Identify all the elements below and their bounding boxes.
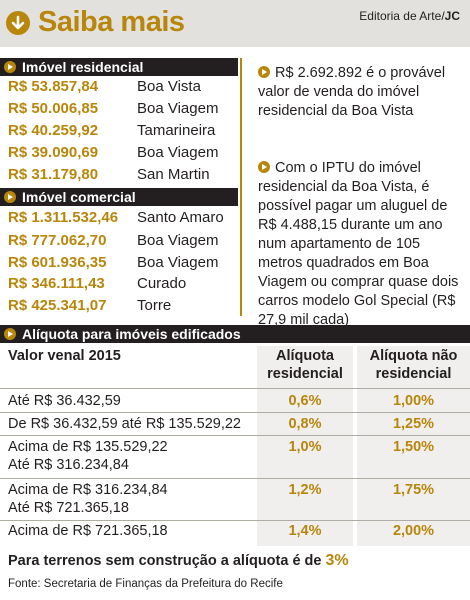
source-line: Fonte: Secretaria de Finanças da Prefeit… bbox=[8, 578, 283, 590]
neighborhood: Boa Vista bbox=[137, 78, 201, 95]
page-title: Saiba mais bbox=[38, 6, 185, 38]
column-shade-nao-residencial bbox=[357, 346, 470, 546]
neighborhood: Torre bbox=[137, 297, 172, 314]
range-label: Acima de R$ 316.234,84 Até R$ 721.365,18 bbox=[8, 482, 168, 516]
range-label: Até R$ 36.432,59 bbox=[8, 393, 121, 409]
arrow-right-icon bbox=[4, 328, 16, 340]
rate-nao-residencial: 1,50% bbox=[392, 439, 435, 455]
price-value: R$ 346.111,43 bbox=[8, 275, 105, 292]
table-row: Acima de R$ 721.365,18 1,4% 2,00% bbox=[0, 522, 470, 544]
price-value: R$ 53.857,84 bbox=[8, 78, 99, 95]
header-band: Saiba mais Editoria de Arte/JC bbox=[0, 0, 470, 47]
section-label-aliquota: Alíquota para imóveis edificados bbox=[22, 326, 241, 342]
range-label: Acima de R$ 721.365,18 bbox=[8, 523, 168, 539]
neighborhood: Santo Amaro bbox=[137, 209, 224, 226]
credit-bold: JC bbox=[444, 9, 460, 23]
note-text: R$ 2.692.892 é o provável valor de venda… bbox=[258, 65, 446, 119]
arrow-right-icon bbox=[258, 161, 270, 173]
credit-line: Editoria de Arte/JC bbox=[359, 9, 460, 23]
footnote-text: Para terrenos sem construção a alíquota … bbox=[8, 553, 326, 569]
table-row: Até R$ 36.432,59 0,6% 1,00% bbox=[0, 392, 470, 414]
note-paragraph: Com o IPTU do imóvel residencial da Boa … bbox=[258, 159, 464, 330]
neighborhood: Boa Viagem bbox=[137, 100, 219, 117]
column-header-valor: Valor venal 2015 bbox=[8, 348, 121, 364]
section-label-comercial: Imóvel comercial bbox=[22, 189, 136, 205]
section-bar-aliquota: Alíquota para imóveis edificados bbox=[0, 325, 470, 343]
price-value: R$ 425.341,07 bbox=[8, 297, 107, 314]
rate-residencial: 0,6% bbox=[288, 393, 322, 409]
price-value: R$ 1.311.532,46 bbox=[8, 209, 119, 226]
neighborhood: Tamarineira bbox=[137, 122, 216, 139]
table-row: Acima de R$ 135.529,22 Até R$ 316.234,84… bbox=[0, 438, 470, 478]
column-header-residencial: Alíquota residencial bbox=[267, 348, 343, 382]
neighborhood: Curado bbox=[137, 275, 187, 292]
rate-residencial: 1,0% bbox=[288, 439, 322, 455]
rate-residencial: 1,2% bbox=[288, 482, 322, 498]
price-value: R$ 31.179,80 bbox=[8, 166, 99, 183]
footnote-highlight: 3% bbox=[325, 552, 349, 569]
note-text: Com o IPTU do imóvel residencial da Boa … bbox=[258, 160, 459, 328]
arrow-right-icon bbox=[4, 191, 16, 203]
range-label: Acima de R$ 135.529,22 Até R$ 316.234,84 bbox=[8, 439, 168, 473]
price-value: R$ 601.936,35 bbox=[8, 254, 107, 271]
divider bbox=[0, 435, 470, 436]
note-paragraph: R$ 2.692.892 é o provável valor de venda… bbox=[258, 64, 464, 121]
range-label: De R$ 36.432,59 até R$ 135.529,22 bbox=[8, 416, 241, 432]
price-value: R$ 39.090,69 bbox=[8, 144, 99, 161]
credit-prefix: Editoria de Arte/ bbox=[359, 9, 445, 23]
neighborhood: San Martin bbox=[137, 166, 210, 183]
arrow-right-icon bbox=[4, 61, 16, 73]
price-value: R$ 50.006,85 bbox=[8, 100, 99, 117]
price-value: R$ 40.259,92 bbox=[8, 122, 99, 139]
neighborhood: Boa Viagem bbox=[137, 254, 219, 271]
rate-residencial: 0,8% bbox=[288, 416, 322, 432]
rate-nao-residencial: 1,25% bbox=[392, 416, 435, 432]
section-bar-comercial: Imóvel comercial bbox=[0, 188, 238, 206]
column-shade-residencial bbox=[257, 346, 353, 546]
rate-nao-residencial: 1,75% bbox=[392, 482, 435, 498]
neighborhood: Boa Viagem bbox=[137, 232, 219, 249]
footnote: Para terrenos sem construção a alíquota … bbox=[8, 552, 349, 570]
rate-nao-residencial: 2,00% bbox=[392, 523, 435, 539]
arrow-down-icon bbox=[6, 11, 30, 35]
divider bbox=[0, 412, 470, 413]
column-divider bbox=[240, 58, 242, 316]
table-row: De R$ 36.432,59 até R$ 135.529,22 0,8% 1… bbox=[0, 415, 470, 437]
price-value: R$ 777.062,70 bbox=[8, 232, 107, 249]
column-header-nao-residencial: Alíquota não residencial bbox=[369, 348, 458, 382]
rate-residencial: 1,4% bbox=[288, 523, 322, 539]
neighborhood: Boa Viagem bbox=[137, 144, 219, 161]
table-row: Acima de R$ 316.234,84 Até R$ 721.365,18… bbox=[0, 481, 470, 521]
section-label-residencial: Imóvel residencial bbox=[22, 59, 144, 75]
divider bbox=[0, 388, 470, 389]
arrow-right-icon bbox=[258, 66, 270, 78]
divider bbox=[0, 478, 470, 479]
section-bar-residencial: Imóvel residencial bbox=[0, 58, 238, 76]
divider bbox=[0, 520, 470, 521]
rate-nao-residencial: 1,00% bbox=[392, 393, 435, 409]
